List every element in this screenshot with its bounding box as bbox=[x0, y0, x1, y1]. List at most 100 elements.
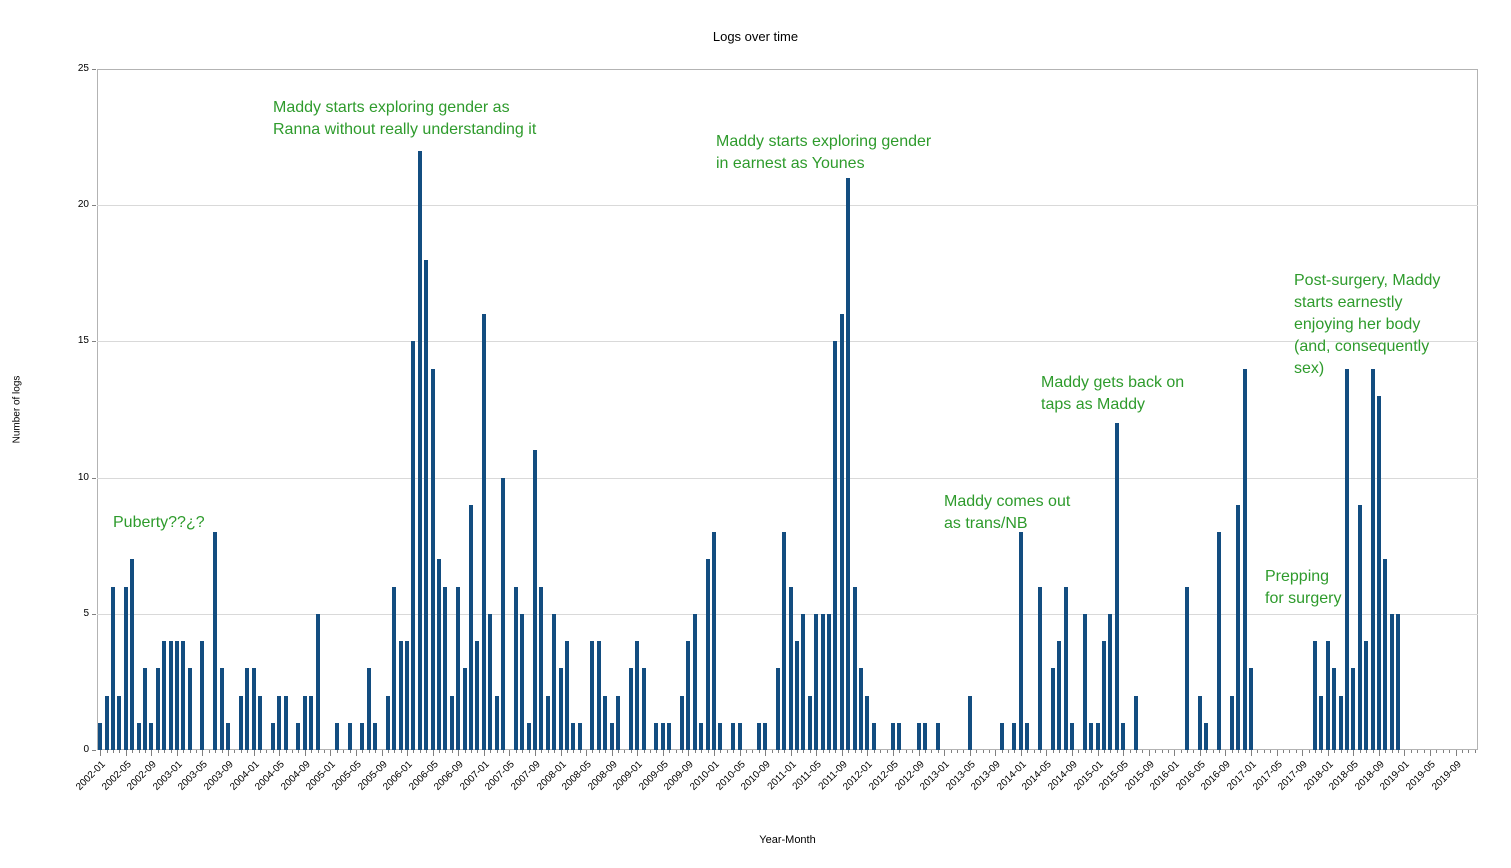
x-axis-tick-mark bbox=[509, 750, 511, 756]
x-axis-tick-mark bbox=[739, 750, 741, 756]
y-axis-tick-mark bbox=[92, 613, 96, 615]
bar bbox=[833, 341, 838, 750]
x-axis-tick-minor-mark bbox=[630, 750, 632, 753]
x-axis-tick-minor-mark bbox=[375, 750, 377, 753]
x-axis-tick-mark bbox=[637, 750, 639, 756]
y-gridline bbox=[97, 477, 1478, 479]
bar bbox=[309, 695, 314, 750]
x-axis-tick-minor-mark bbox=[726, 750, 728, 753]
x-axis-tick-minor-mark bbox=[937, 750, 939, 753]
bar bbox=[852, 586, 857, 750]
bar bbox=[392, 586, 397, 750]
bar bbox=[596, 641, 601, 750]
x-axis-tick-minor-mark bbox=[112, 750, 114, 753]
x-axis-tick-minor-mark bbox=[132, 750, 134, 753]
bar bbox=[481, 314, 486, 750]
x-axis-tick-minor-mark bbox=[240, 750, 242, 753]
x-axis-tick-minor-mark bbox=[1110, 750, 1112, 753]
y-axis-tick-mark bbox=[92, 341, 96, 343]
bar bbox=[373, 722, 378, 750]
bar bbox=[756, 722, 761, 750]
bar bbox=[692, 613, 697, 750]
x-axis-tick-minor-mark bbox=[573, 750, 575, 753]
bar bbox=[1332, 668, 1337, 750]
x-axis-tick-minor-mark bbox=[694, 750, 696, 753]
x-axis-tick-minor-mark bbox=[1308, 750, 1310, 753]
x-axis-tick-mark bbox=[816, 750, 818, 756]
x-axis-tick-mark bbox=[1302, 750, 1304, 756]
bar bbox=[1383, 559, 1388, 750]
bar bbox=[795, 641, 800, 750]
bar bbox=[1012, 722, 1017, 750]
x-axis-tick-minor-mark bbox=[566, 750, 568, 753]
bar bbox=[155, 668, 160, 750]
x-axis-tick-minor-mark bbox=[144, 750, 146, 753]
x-axis-tick-minor-mark bbox=[733, 750, 735, 753]
annotation-taps: Maddy gets back on taps as Maddy bbox=[1041, 374, 1185, 413]
x-axis-tick-mark bbox=[1430, 750, 1432, 756]
bar bbox=[1114, 423, 1119, 750]
x-axis-tick-mark bbox=[1353, 750, 1355, 756]
x-axis-tick-minor-mark bbox=[1008, 750, 1010, 753]
bar bbox=[296, 722, 301, 750]
x-axis-tick-minor-mark bbox=[298, 750, 300, 753]
bar bbox=[437, 559, 442, 750]
x-axis-tick-minor-mark bbox=[1289, 750, 1291, 753]
x-axis-tick-minor-mark bbox=[1129, 750, 1131, 753]
x-axis-tick-minor-mark bbox=[1391, 750, 1393, 753]
x-axis-tick-minor-mark bbox=[988, 750, 990, 753]
bar bbox=[488, 613, 493, 750]
bar bbox=[916, 722, 921, 750]
x-axis-tick-minor-mark bbox=[317, 750, 319, 753]
x-axis-tick-minor-mark bbox=[349, 750, 351, 753]
x-axis-tick-minor-mark bbox=[1263, 750, 1265, 753]
x-axis-tick-minor-mark bbox=[777, 750, 779, 753]
x-axis-tick-minor-mark bbox=[554, 750, 556, 753]
x-axis-tick-minor-mark bbox=[650, 750, 652, 753]
bar bbox=[641, 668, 646, 750]
bar bbox=[1197, 695, 1202, 750]
bar bbox=[616, 695, 621, 750]
bar bbox=[1249, 668, 1254, 750]
x-axis-tick-minor-mark bbox=[924, 750, 926, 753]
bar bbox=[890, 722, 895, 750]
bar bbox=[1376, 395, 1381, 750]
bar bbox=[1108, 613, 1113, 750]
x-axis-tick-minor-mark bbox=[624, 750, 626, 753]
x-axis-tick-minor-mark bbox=[745, 750, 747, 753]
x-axis-tick-minor-mark bbox=[502, 750, 504, 753]
x-axis-tick-mark bbox=[176, 750, 178, 756]
x-axis-tick-minor-mark bbox=[547, 750, 549, 753]
x-axis-tick-minor-mark bbox=[618, 750, 620, 753]
bar bbox=[430, 368, 435, 750]
x-axis-tick-minor-mark bbox=[1398, 750, 1400, 753]
x-axis-tick-mark bbox=[151, 750, 153, 756]
bar bbox=[213, 532, 218, 750]
bar bbox=[667, 722, 672, 750]
bar bbox=[532, 450, 537, 750]
x-axis-tick-minor-mark bbox=[931, 750, 933, 753]
bar bbox=[871, 722, 876, 750]
x-axis-tick-minor-mark bbox=[1084, 750, 1086, 753]
bar bbox=[136, 722, 141, 750]
x-axis-tick-minor-mark bbox=[451, 750, 453, 753]
x-axis-tick-mark bbox=[560, 750, 562, 756]
x-axis-tick-minor-mark bbox=[260, 750, 262, 753]
bar bbox=[1050, 668, 1055, 750]
x-axis-tick-minor-mark bbox=[1474, 750, 1476, 753]
x-axis-tick-minor-mark bbox=[1462, 750, 1464, 753]
x-axis-tick-minor-mark bbox=[1410, 750, 1412, 753]
x-axis-tick-minor-mark bbox=[1359, 750, 1361, 753]
x-axis-tick-minor-mark bbox=[1187, 750, 1189, 753]
x-axis-tick-mark bbox=[407, 750, 409, 756]
x-axis-tick-minor-mark bbox=[1436, 750, 1438, 753]
x-axis-tick-minor-mark bbox=[1040, 750, 1042, 753]
x-axis-tick-minor-mark bbox=[1334, 750, 1336, 753]
x-axis-tick-mark bbox=[125, 750, 127, 756]
x-axis-tick-mark bbox=[330, 750, 332, 756]
x-axis-tick-mark bbox=[1225, 750, 1227, 756]
bar bbox=[1101, 641, 1106, 750]
bar bbox=[603, 695, 608, 750]
x-axis-tick-mark bbox=[1251, 750, 1253, 756]
